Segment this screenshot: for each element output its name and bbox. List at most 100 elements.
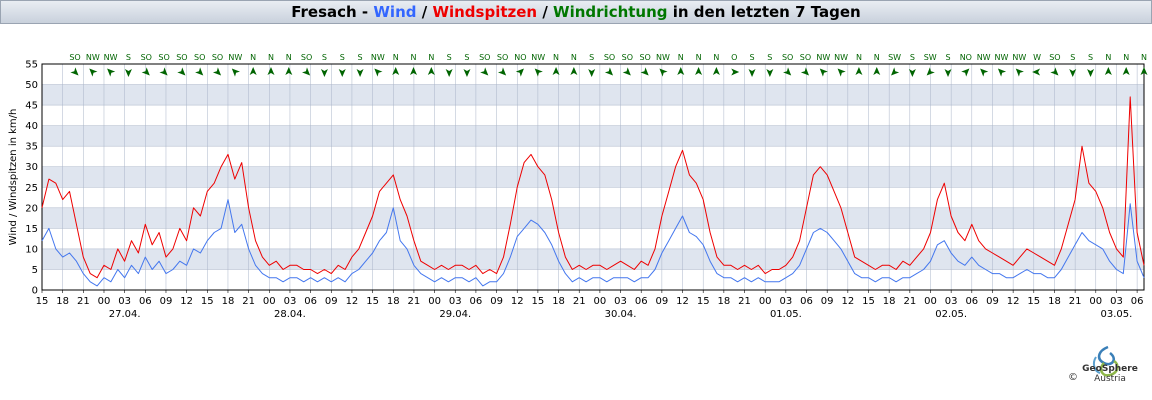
x-tick-label: 15: [697, 296, 710, 307]
x-tick-label: 06: [304, 296, 317, 307]
direction-label: SO: [497, 53, 508, 62]
x-tick-label: 00: [263, 296, 276, 307]
direction-arrow: [640, 67, 649, 76]
x-tick-label: 00: [759, 296, 772, 307]
x-tick-label: 21: [242, 296, 255, 307]
x-tick-label: 18: [552, 296, 565, 307]
title-wind: Wind: [373, 3, 417, 21]
title-direction: Windrichtung: [553, 3, 668, 21]
x-tick-label: 15: [1027, 296, 1040, 307]
y-tick-label: 45: [25, 101, 38, 112]
x-tick-label: 21: [1069, 296, 1082, 307]
title-prefix: Fresach -: [291, 3, 374, 21]
direction-label: S: [767, 53, 772, 62]
direction-arrow: [961, 68, 970, 77]
direction-arrow: [604, 67, 614, 76]
direction-arrow: [70, 67, 79, 76]
direction-label: NW: [86, 53, 100, 62]
x-tick-label: 09: [160, 296, 173, 307]
direction-label: N: [286, 53, 292, 62]
x-tick-label: 15: [532, 296, 545, 307]
direction-label: N: [713, 53, 719, 62]
direction-arrow: [534, 68, 543, 77]
y-tick-label: 10: [25, 244, 38, 255]
date-label: 01.05.: [770, 309, 802, 320]
direction-label: N: [678, 53, 684, 62]
direction-arrow: [515, 68, 524, 77]
direction-label: N: [1141, 53, 1147, 62]
direction-arrow: [141, 67, 150, 76]
x-tick-label: 09: [986, 296, 999, 307]
direction-arrow: [588, 69, 596, 77]
direction-label: SO: [1049, 53, 1060, 62]
x-tick-label: 03: [614, 296, 627, 307]
y-axis-label: Wind / Windspitzen in km/h: [8, 109, 19, 246]
direction-arrow: [677, 67, 685, 75]
direction-arrow: [1050, 67, 1059, 76]
y-tick-label: 20: [25, 203, 38, 214]
geosphere-logo-icon: [1092, 345, 1119, 377]
direction-label: SO: [639, 53, 650, 62]
direction-arrow: [891, 67, 900, 76]
direction-label: NW: [1012, 53, 1026, 62]
x-tick-label: 09: [325, 296, 338, 307]
direction-arrow: [1032, 68, 1041, 76]
direction-arrow: [837, 68, 846, 77]
direction-arrow: [570, 67, 578, 75]
x-tick-label: 06: [1131, 296, 1144, 307]
direction-label: S: [910, 53, 915, 62]
direction-arrow: [855, 67, 863, 75]
x-tick-label: 03: [449, 296, 462, 307]
direction-label: S: [464, 53, 469, 62]
direction-label: NW: [228, 53, 242, 62]
direction-arrow: [445, 69, 453, 77]
x-tick-label: 06: [470, 296, 483, 307]
direction-label: N: [428, 53, 434, 62]
direction-arrow: [374, 68, 383, 77]
direction-label: N: [1123, 53, 1129, 62]
title-sep-2: /: [537, 3, 554, 21]
direction-label: N: [874, 53, 880, 62]
direction-label: NW: [816, 53, 830, 62]
x-tick-label: 09: [821, 296, 834, 307]
series-line-windspitzen: [41, 96, 1145, 279]
direction-label: N: [696, 53, 702, 62]
title-suffix: in den letzten 7 Tagen: [667, 3, 861, 21]
direction-label: NO: [514, 53, 526, 62]
direction-label: SO: [800, 53, 811, 62]
x-tick-label: 00: [428, 296, 441, 307]
direction-arrow: [159, 67, 168, 76]
x-tick-label: 03: [945, 296, 958, 307]
direction-label: N: [393, 53, 399, 62]
direction-arrow: [873, 67, 881, 75]
direction-arrow: [1122, 67, 1130, 75]
x-tick-label: 12: [841, 296, 854, 307]
logo-name: GeoSphere: [1082, 364, 1138, 374]
direction-label: S: [358, 53, 363, 62]
x-tick-label: 03: [779, 296, 792, 307]
date-label: 27.04.: [109, 309, 141, 320]
direction-arrow: [195, 67, 204, 76]
x-tick-label: 00: [924, 296, 937, 307]
direction-label: S: [1070, 53, 1075, 62]
direction-arrow: [1087, 69, 1095, 77]
direction-arrow: [944, 69, 952, 77]
direction-arrow: [1104, 67, 1112, 75]
direction-arrow: [731, 68, 740, 76]
direction-label: N: [411, 53, 417, 62]
direction-arrow: [89, 68, 98, 77]
direction-label: NW: [531, 53, 545, 62]
direction-arrow: [800, 67, 810, 76]
y-tick-label: 50: [25, 80, 38, 91]
logo-sub: Austria: [1094, 374, 1126, 384]
direction-label: S: [322, 53, 327, 62]
direction-arrow: [783, 67, 792, 76]
direction-label: N: [1105, 53, 1111, 62]
title-gusts: Windspitzen: [432, 3, 538, 21]
x-tick-label: 00: [1089, 296, 1102, 307]
date-label: 28.04.: [274, 309, 306, 320]
x-tick-label: 12: [676, 296, 689, 307]
direction-arrow: [1015, 68, 1024, 77]
x-tick-label: 06: [800, 296, 813, 307]
